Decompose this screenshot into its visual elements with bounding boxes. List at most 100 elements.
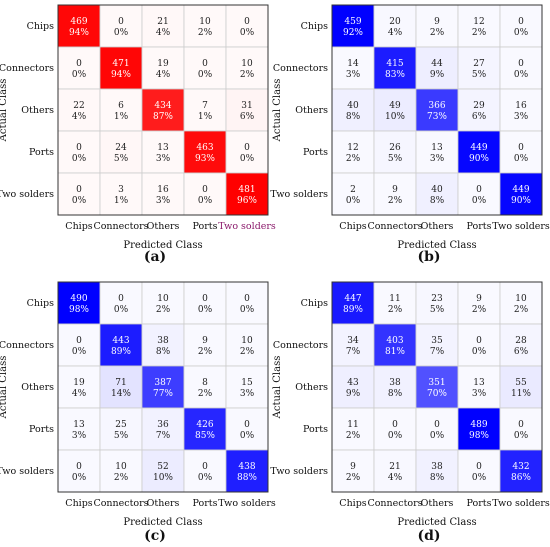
cell-count: 351: [428, 378, 445, 388]
cell-count: 10: [515, 294, 527, 304]
cell-count: 38: [389, 378, 401, 388]
cell-percent: 2%: [346, 473, 361, 483]
x-tick-label: Chips: [65, 221, 93, 232]
cell-percent: 90%: [469, 154, 489, 164]
y-tick-label: Two solders: [0, 466, 54, 477]
matrix-cell: [457, 172, 501, 216]
cell-count: 0: [244, 294, 250, 304]
cell-percent: 0%: [198, 305, 213, 315]
cell-count: 481: [238, 185, 255, 195]
x-axis-label: Predicted Class: [123, 517, 202, 528]
cell-count: 52: [157, 462, 168, 472]
cell-count: 20: [389, 17, 401, 27]
cell-percent: 89%: [343, 305, 363, 315]
matrix-cell: [499, 365, 543, 409]
matrix-cell: [57, 449, 101, 493]
matrix-cell: [499, 172, 543, 216]
matrix-cell: [183, 130, 227, 174]
cell-percent: 4%: [156, 28, 171, 38]
cell-count: 13: [157, 143, 169, 153]
cell-count: 415: [386, 59, 403, 69]
cell-percent: 0%: [198, 473, 213, 483]
matrix-cell: [225, 449, 269, 493]
cell-percent: 4%: [388, 28, 403, 38]
cell-count: 0: [202, 185, 208, 195]
matrix-cell: [57, 4, 101, 48]
cell-count: 13: [431, 143, 443, 153]
panel-label: (a): [144, 249, 166, 265]
cell-percent: 0%: [72, 196, 87, 206]
cell-percent: 0%: [114, 28, 129, 38]
cell-count: 8: [202, 378, 208, 388]
y-tick-label: Others: [295, 105, 328, 116]
x-tick-label: Ports: [193, 498, 218, 509]
x-tick-label: Ports: [467, 498, 492, 509]
cell-count: 55: [515, 378, 527, 388]
cell-count: 0: [76, 59, 82, 69]
matrix-cell: [373, 130, 417, 174]
matrix-cell: [183, 46, 227, 90]
cell-count: 10: [241, 59, 253, 69]
cell-percent: 2%: [472, 305, 487, 315]
cell-count: 36: [157, 420, 169, 430]
cell-count: 13: [473, 378, 485, 388]
cell-percent: 94%: [69, 28, 89, 38]
cell-percent: 11%: [511, 389, 531, 399]
cell-percent: 6%: [514, 347, 529, 357]
cell-count: 40: [431, 185, 443, 195]
cell-percent: 87%: [153, 112, 173, 122]
cell-percent: 0%: [72, 347, 87, 357]
cell-percent: 3%: [514, 112, 529, 122]
cell-count: 44: [431, 59, 443, 69]
cell-count: 0: [202, 294, 208, 304]
matrix-cell: [99, 323, 143, 367]
y-tick-label: Ports: [303, 424, 328, 435]
cell-percent: 3%: [430, 154, 445, 164]
cell-percent: 3%: [156, 196, 171, 206]
x-tick-label: Chips: [65, 498, 93, 509]
cell-count: 9: [476, 294, 482, 304]
matrix-cell: [415, 281, 459, 325]
matrix-cell: [331, 172, 375, 216]
x-tick-label: Ports: [193, 221, 218, 232]
cell-percent: 3%: [72, 431, 87, 441]
matrix-cell: [373, 365, 417, 409]
cell-percent: 81%: [385, 347, 405, 357]
matrix-cell: [99, 130, 143, 174]
matrix-cell: [99, 449, 143, 493]
y-axis-label: Actual Class: [0, 356, 9, 420]
x-axis-label: Predicted Class: [397, 240, 476, 251]
cell-percent: 89%: [111, 347, 131, 357]
matrix-border: [57, 281, 269, 493]
cell-percent: 7%: [430, 347, 445, 357]
cell-percent: 0%: [198, 70, 213, 80]
matrix-cell: [331, 323, 375, 367]
matrix-cell: [141, 130, 185, 174]
y-tick-label: Two solders: [270, 189, 328, 200]
cell-count: 6: [118, 101, 124, 111]
cell-count: 14: [347, 59, 359, 69]
matrix-cell: [141, 172, 185, 216]
cell-count: 38: [157, 336, 169, 346]
y-tick-label: Connectors: [273, 63, 328, 74]
cell-count: 459: [344, 17, 361, 27]
cell-percent: 92%: [343, 28, 363, 38]
matrix-cell: [57, 407, 101, 451]
matrix-cell: [415, 449, 459, 493]
cell-count: 471: [112, 59, 129, 69]
matrix-cell: [373, 323, 417, 367]
matrix-cell: [57, 281, 101, 325]
cell-count: 12: [473, 17, 484, 27]
cell-count: 438: [238, 462, 255, 472]
cell-count: 29: [473, 101, 485, 111]
matrix-cell: [141, 88, 185, 132]
matrix-cell: [141, 46, 185, 90]
cell-percent: 0%: [472, 347, 487, 357]
cell-percent: 0%: [472, 473, 487, 483]
cell-count: 489: [470, 420, 487, 430]
cell-percent: 0%: [72, 70, 87, 80]
matrix-cell: [499, 407, 543, 451]
matrix-cell: [225, 323, 269, 367]
cell-count: 0: [392, 420, 398, 430]
